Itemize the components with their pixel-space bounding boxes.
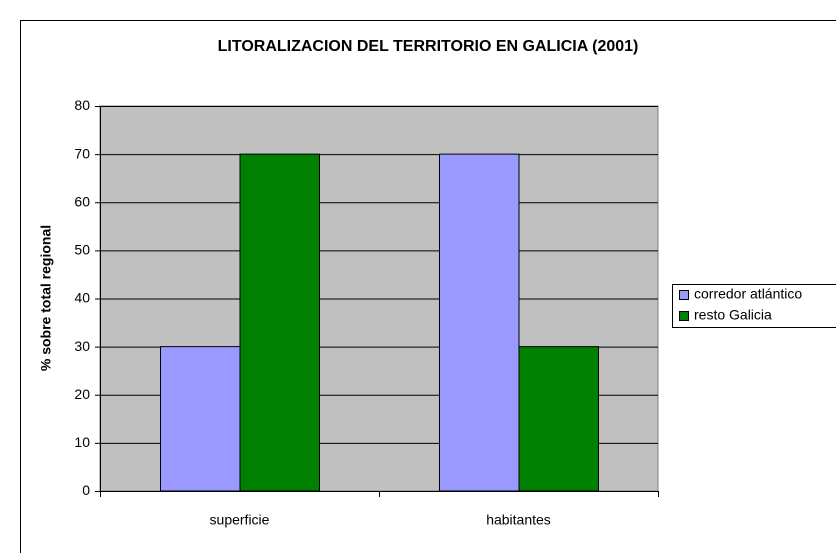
y-tick-label: 20 [74, 386, 90, 402]
legend-label: corredor atlántico [694, 286, 802, 302]
bar [518, 346, 599, 492]
y-tick-label: 30 [74, 338, 90, 354]
y-tick-label: 80 [74, 97, 90, 113]
y-tick-label: 50 [74, 242, 90, 258]
bar [239, 153, 320, 492]
legend-swatch [679, 311, 689, 321]
bar [160, 346, 241, 492]
x-tick-label: superficie [210, 512, 270, 528]
y-tick-label: 70 [74, 145, 90, 161]
x-tick-label: habitantes [486, 512, 551, 528]
legend-swatch [679, 290, 689, 300]
y-tick-label: 40 [74, 290, 90, 306]
y-tick-label: 10 [74, 434, 90, 450]
chart-title: LITORALIZACION DEL TERRITORIO EN GALICIA… [218, 38, 639, 55]
y-tick-label: 60 [74, 193, 90, 209]
legend-label: resto Galicia [694, 307, 772, 323]
bar [439, 153, 520, 492]
y-tick-label: 0 [82, 482, 90, 498]
legend-box [672, 284, 836, 328]
y-axis-label: % sobre total regional [38, 225, 54, 371]
